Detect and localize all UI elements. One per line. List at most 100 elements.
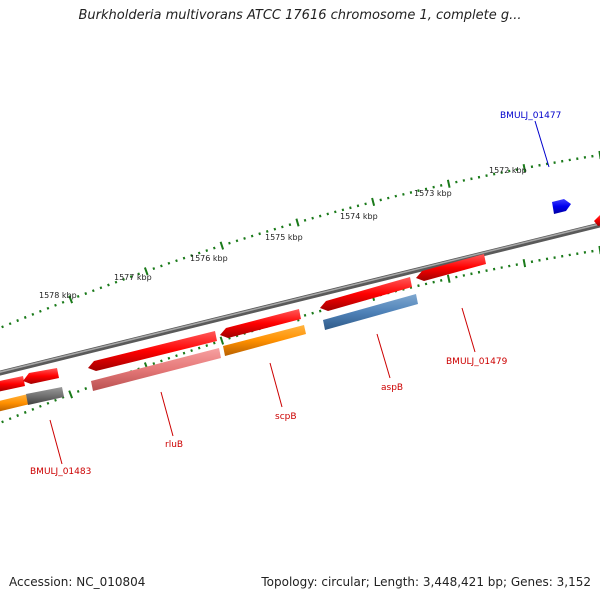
scale-label-1573: 1573 kbp: [414, 189, 452, 198]
lower-scale-minor-tick: [54, 398, 57, 402]
upper-scale-minor-tick: [281, 225, 284, 229]
upper-scale-minor-tick: [175, 259, 178, 263]
upper-scale-minor-tick: [212, 246, 216, 250]
gene-label-rluB[interactable]: rluB: [165, 440, 183, 450]
lower-scale-minor-tick: [470, 272, 473, 276]
scale-label-1574: 1574 kbp: [340, 212, 378, 221]
gene-forward-rluB-strand[interactable]: [88, 331, 217, 371]
upper-scale-minor-tick: [341, 208, 345, 212]
lower-scale-minor-tick: [492, 267, 496, 271]
gene-left-category-gray[interactable]: [26, 387, 64, 405]
lower-scale-minor-tick: [417, 284, 420, 288]
gene-forward-left-1[interactable]: [0, 376, 25, 392]
upper-scale-major-tick: [446, 179, 451, 188]
callout-BMULJ_01477: [534, 120, 550, 168]
callout-aspB: [376, 333, 391, 379]
lower-scale-minor-tick: [530, 260, 534, 264]
lower-scale-minor-tick: [46, 401, 50, 405]
callout-BMULJ_01479: [461, 307, 476, 353]
upper-scale-minor-tick: [318, 214, 322, 218]
upper-scale-major-tick: [522, 164, 527, 173]
lower-scale-minor-tick: [568, 253, 571, 257]
lower-scale-minor-tick: [160, 359, 163, 363]
gene-forward-right-edge[interactable]: [594, 213, 600, 226]
chromosome-backbone: [0, 222, 600, 376]
upper-scale-minor-tick: [462, 179, 466, 182]
gene-label-BMULJ_01483[interactable]: BMULJ_01483: [30, 467, 91, 477]
scale-label-1576: 1576 kbp: [190, 254, 228, 263]
lower-scale-minor-tick: [23, 410, 27, 414]
upper-scale-minor-tick: [137, 272, 141, 276]
gene-aspB-category[interactable]: [323, 294, 418, 330]
gene-label-aspB[interactable]: aspB: [381, 383, 403, 393]
lower-scale-minor-tick: [311, 311, 314, 315]
upper-scale-minor-tick: [455, 180, 458, 184]
upper-scale-minor-tick: [379, 198, 382, 202]
lower-scale-minor-tick: [545, 257, 549, 261]
upper-scale-minor-tick: [190, 254, 193, 258]
callout-scpB: [269, 362, 283, 408]
upper-scale-minor-tick: [152, 267, 156, 271]
lower-scale-minor-tick: [197, 346, 201, 350]
gene-arrow[interactable]: [88, 331, 217, 371]
gene-arrow[interactable]: [320, 277, 412, 311]
lower-scale-major-tick: [522, 259, 527, 268]
upper-scale-minor-tick: [258, 232, 261, 236]
lower-scale-minor-tick: [424, 282, 428, 286]
lower-scale-minor-tick: [455, 275, 458, 279]
lower-scale-major-tick: [446, 274, 451, 283]
lower-scale-minor-tick: [432, 280, 435, 284]
lower-scale-minor-tick: [508, 264, 511, 268]
gene-forward-01479-strand[interactable]: [416, 254, 486, 281]
gene-arrow[interactable]: [594, 213, 600, 226]
upper-scale-minor-tick: [545, 162, 549, 166]
upper-scale-minor-tick: [54, 303, 57, 307]
gene-BMULJ_01477[interactable]: [552, 199, 571, 214]
gene-scpB-category[interactable]: [223, 325, 306, 356]
gene-arrow[interactable]: [0, 376, 25, 392]
upper-scale-minor-tick: [288, 223, 292, 227]
lower-scale-minor-tick: [205, 344, 209, 347]
gene-forward-scpB-strand[interactable]: [220, 309, 301, 338]
upper-scale-minor-tick: [417, 189, 420, 193]
upper-scale-major-tick: [371, 197, 376, 206]
topology-text: Topology: circular; Length: 3,448,421 bp…: [261, 575, 591, 589]
upper-scale-minor-tick: [568, 158, 571, 162]
upper-scale-minor-tick: [364, 202, 367, 206]
gene-arrow[interactable]: [23, 368, 59, 384]
lower-scale-minor-tick: [182, 351, 186, 355]
gene-arrow[interactable]: [552, 199, 571, 214]
callout-BMULJ_01483: [49, 419, 63, 465]
upper-scale-major-tick: [68, 295, 74, 304]
gene-arrow[interactable]: [416, 254, 486, 281]
callout-rluB: [160, 391, 174, 437]
lower-scale-minor-tick: [84, 387, 88, 391]
upper-scale-minor-tick: [303, 218, 307, 222]
gene-label-scpB[interactable]: scpB: [275, 412, 297, 422]
lower-scale-major-tick: [68, 390, 74, 399]
upper-scale-minor-tick: [228, 241, 231, 245]
upper-scale-minor-tick: [356, 204, 360, 208]
lower-scale-minor-tick: [190, 349, 193, 353]
upper-scale-minor-tick: [387, 196, 390, 200]
gene-arrow[interactable]: [220, 309, 301, 338]
gene-forward-left-2[interactable]: [23, 368, 59, 384]
upper-scale-minor-tick: [99, 286, 103, 290]
upper-scale-minor-tick: [394, 194, 398, 198]
upper-scale-ticks: [1, 150, 600, 329]
lower-scale-minor-tick: [318, 309, 322, 313]
upper-scale-minor-tick: [205, 249, 209, 252]
upper-scale-minor-tick: [38, 309, 42, 313]
gene-forward-aspB-strand[interactable]: [320, 277, 412, 311]
upper-scale-minor-tick: [23, 315, 27, 319]
lower-scale-minor-tick: [31, 407, 35, 411]
upper-scale-minor-tick: [508, 169, 511, 173]
gene-left-category-orange[interactable]: [0, 394, 30, 412]
upper-scale-minor-tick: [16, 319, 20, 323]
gene-rluB-category[interactable]: [91, 348, 221, 391]
lower-scale-minor-tick: [175, 354, 178, 358]
gene-label-BMULJ_01479[interactable]: BMULJ_01479: [446, 357, 508, 367]
upper-scale-minor-tick: [492, 172, 496, 176]
gene-label-BMULJ_01477[interactable]: BMULJ_01477: [500, 111, 561, 121]
